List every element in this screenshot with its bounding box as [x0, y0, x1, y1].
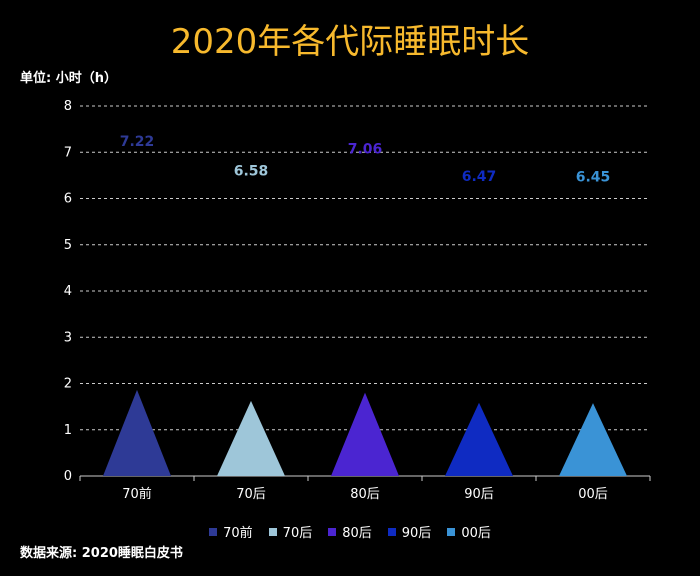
legend-swatch — [209, 527, 218, 536]
y-tick-label: 1 — [64, 423, 72, 438]
x-tick-label: 70后 — [236, 487, 266, 502]
y-tick-label: 7 — [64, 145, 72, 160]
legend-swatch — [387, 527, 396, 536]
y-tick-label: 0 — [64, 469, 72, 484]
x-tick-label: 90后 — [464, 487, 494, 502]
legend-swatch — [447, 527, 456, 536]
bar-mark — [559, 403, 627, 476]
y-tick-label: 5 — [64, 238, 72, 253]
chart-title: 2020年各代际睡眠时长 — [170, 22, 530, 62]
y-tick-label: 4 — [64, 284, 72, 299]
legend-item[interactable]: 70前 — [209, 522, 253, 541]
legend-item[interactable]: 90后 — [387, 522, 432, 541]
y-axis-unit-label: 单位: 小时（h） — [20, 71, 117, 86]
y-tick-label: 3 — [64, 330, 72, 345]
legend-label: 70前 — [223, 526, 253, 541]
legend-label: 90后 — [401, 526, 432, 541]
x-tick-label: 00后 — [578, 487, 608, 502]
legend-label: 00后 — [461, 526, 491, 541]
x-tick-label: 80后 — [350, 487, 380, 502]
data-label: 7.22 — [120, 134, 155, 150]
data-label: 6.47 — [462, 169, 497, 185]
legend-swatch — [328, 527, 337, 536]
x-tick-label: 70前 — [122, 486, 152, 502]
bar-mark — [331, 392, 399, 476]
legend-item[interactable]: 00后 — [447, 522, 491, 541]
data-label: 6.58 — [234, 164, 269, 180]
y-tick-label: 2 — [64, 377, 72, 392]
source-note: 数据来源: 2020睡眠白皮书 — [20, 546, 183, 561]
legend-label: 80后 — [342, 526, 372, 541]
legend: 70前 70后 80后 90后 00后 — [0, 522, 700, 541]
y-tick-label: 8 — [64, 99, 72, 114]
data-label: 6.45 — [576, 170, 611, 186]
data-label: 7.06 — [348, 141, 383, 157]
bar-mark — [445, 402, 513, 476]
bar-mark — [217, 400, 285, 476]
legend-swatch — [268, 527, 277, 536]
legend-label: 70后 — [282, 526, 313, 541]
bar-mark — [103, 389, 171, 476]
y-tick-label: 6 — [64, 192, 72, 207]
legend-item[interactable]: 80后 — [328, 522, 372, 541]
legend-item[interactable]: 70后 — [268, 522, 313, 541]
